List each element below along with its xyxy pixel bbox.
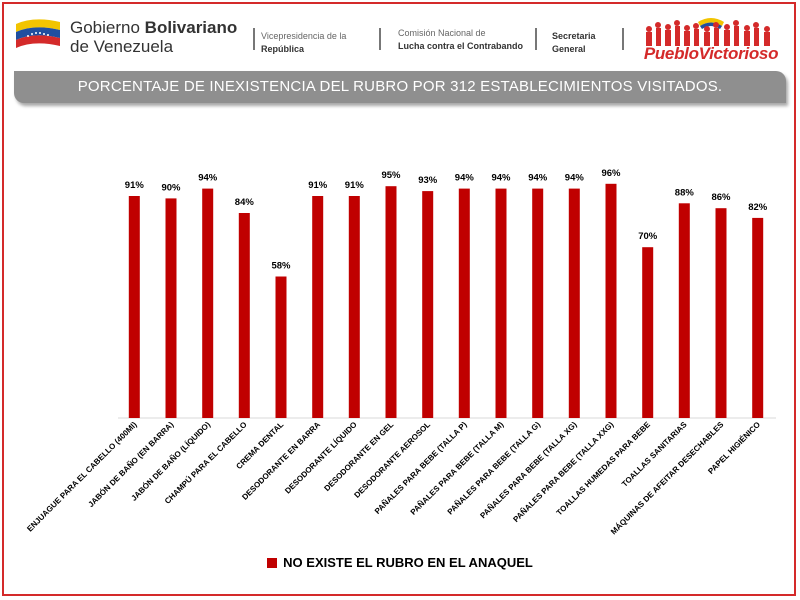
data-label: 88% [675, 187, 695, 198]
data-label: 94% [528, 173, 548, 184]
bar [275, 276, 287, 418]
bar [532, 188, 544, 418]
venezuela-flag-logo-icon [16, 19, 60, 48]
data-label: 70% [638, 231, 658, 242]
category-label: DESODORANTE EN BARRA [240, 420, 322, 502]
data-label: 95% [381, 170, 401, 181]
data-label: 94% [565, 173, 585, 184]
sec-line1: Secretaria [552, 31, 596, 41]
bar [202, 188, 214, 418]
bar [458, 188, 470, 418]
logo-text: PuebloVictorioso [643, 44, 779, 63]
vice-line2: República [261, 44, 305, 54]
bar [642, 247, 654, 418]
bar [165, 198, 177, 418]
header: Gobierno Bolivariano de Venezuela Vicepr… [0, 0, 800, 70]
data-label: 94% [491, 173, 511, 184]
category-label: DESODORANTE LÍQUIDO [283, 420, 359, 496]
data-label: 82% [748, 202, 768, 213]
pueblo-victorioso-logo: PuebloVictorioso [638, 14, 784, 64]
legend-label: NO EXISTE EL RUBRO EN EL ANAQUEL [283, 555, 533, 570]
header-divider [535, 28, 537, 50]
data-label: 93% [418, 175, 438, 186]
bar [348, 196, 360, 418]
gov-line2: de Venezuela [70, 37, 174, 56]
bar [422, 191, 434, 418]
data-label: 84% [235, 197, 255, 208]
gov-line1-bold: Bolivariano [144, 18, 238, 37]
bar [752, 217, 764, 418]
bar [495, 188, 507, 418]
data-label: 91% [308, 180, 328, 191]
data-label: 58% [271, 261, 291, 272]
header-divider [379, 28, 381, 50]
vicepresidencia-label: Vicepresidencia de la República [261, 30, 346, 56]
bar [568, 188, 580, 418]
bar [312, 196, 324, 418]
cncc-line1: Comisión Nacional de [398, 28, 486, 38]
data-label: 94% [198, 173, 218, 184]
category-label: DESODORANTE EN GEL [322, 420, 395, 493]
data-label: 86% [711, 192, 731, 203]
data-label: 91% [345, 180, 365, 191]
bar [605, 183, 617, 418]
chart-title-banner: PORCENTAJE DE INEXISTENCIA DEL RUBRO POR… [14, 71, 786, 103]
bar [678, 203, 690, 418]
comision-label: Comisión Nacional de Lucha contra el Con… [398, 27, 523, 53]
bar [385, 186, 397, 418]
secretaria-label: Secretaria General [552, 30, 596, 56]
legend-swatch [267, 557, 278, 568]
vice-line1: Vicepresidencia de la [261, 31, 347, 41]
cncc-line2: Lucha contra el Contrabando [398, 41, 524, 51]
bar [238, 213, 250, 418]
government-name: Gobierno Bolivariano de Venezuela [70, 18, 237, 56]
chart-legend: NO EXISTE EL RUBRO EN EL ANAQUEL [0, 555, 800, 570]
data-label: 90% [161, 182, 181, 193]
bar [715, 208, 727, 418]
sec-line2: General [552, 44, 586, 54]
data-label: 94% [455, 173, 475, 184]
gov-line1-plain: Gobierno [70, 18, 145, 37]
header-divider [253, 28, 255, 50]
data-label: 91% [125, 180, 145, 191]
bar [128, 196, 140, 418]
crowd-silhouette-icon [646, 18, 770, 46]
category-label: DESODORANTE AEROSOL [352, 420, 432, 500]
category-label: TOALLAS SANITARIAS [620, 420, 689, 489]
header-divider [622, 28, 624, 50]
data-label: 96% [601, 168, 621, 179]
